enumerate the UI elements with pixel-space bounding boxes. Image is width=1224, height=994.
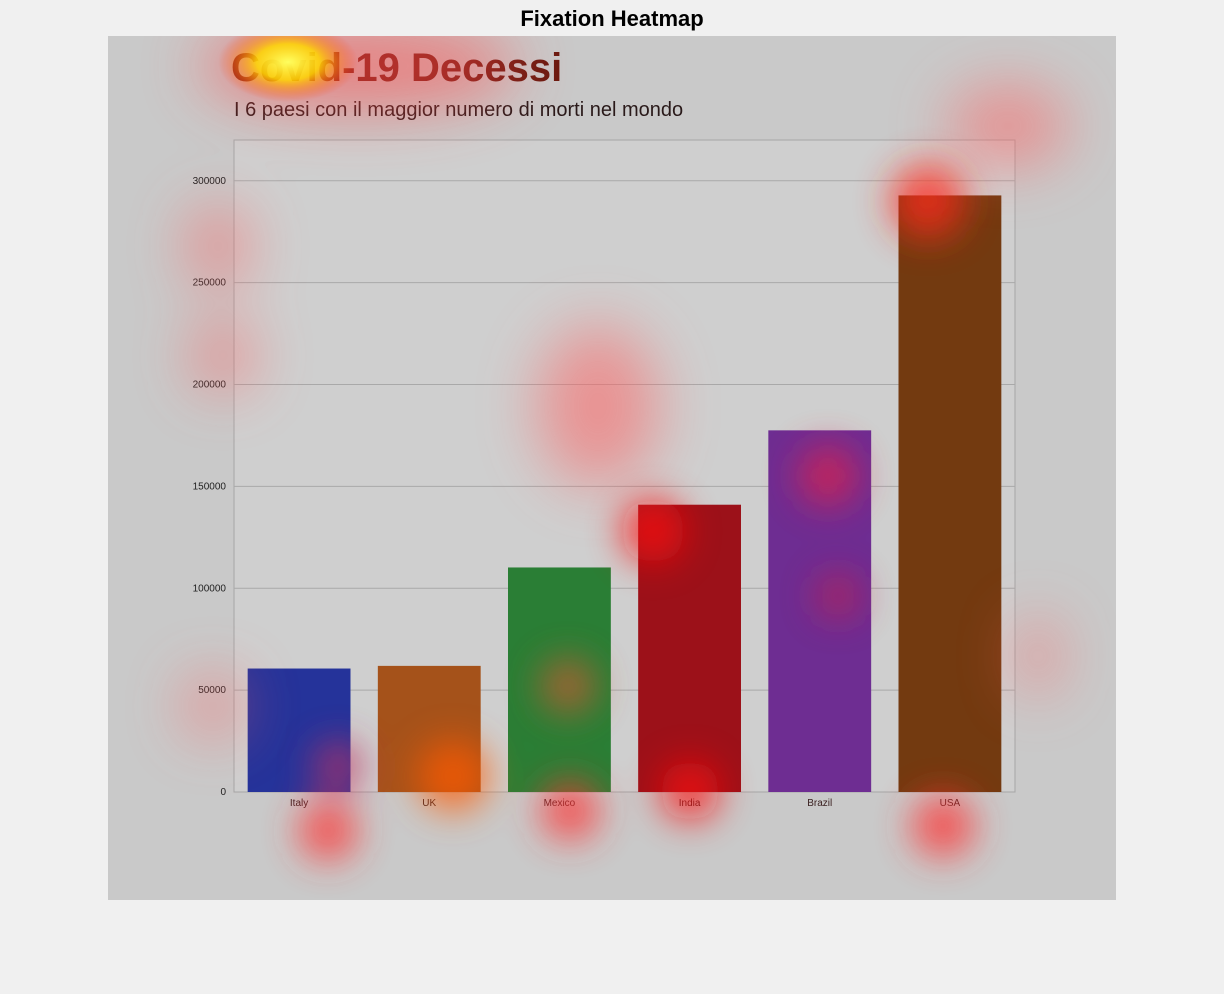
y-tick-label: 250000 <box>193 278 227 289</box>
bar-usa <box>898 195 1002 793</box>
y-tick-label: 100000 <box>193 583 227 594</box>
x-tick-label: UK <box>422 798 436 809</box>
y-tick-label: 0 <box>220 787 226 798</box>
y-tick-label: 150000 <box>193 481 227 492</box>
x-tick-label: Brazil <box>807 798 832 809</box>
y-tick-label: 200000 <box>193 380 227 391</box>
heatmap-panel: Covid-19 Decessi I 6 paesi con il maggio… <box>108 36 1116 900</box>
bar-mexico <box>508 567 611 792</box>
bar-chart: 0 50000 100000 150000 200000 250000 300000 Ital… <box>193 139 1016 809</box>
bar-italy <box>247 668 351 792</box>
plot-area <box>233 139 1016 793</box>
x-tick-label: India <box>679 798 701 809</box>
bar-uk <box>377 665 481 792</box>
y-tick-label: 300000 <box>193 176 227 187</box>
bar-india <box>638 504 741 792</box>
y-tick-label: 50000 <box>198 685 226 696</box>
x-tick-label: Italy <box>290 798 308 809</box>
x-tick-label: Mexico <box>544 798 576 809</box>
bar-brazil <box>768 430 872 792</box>
x-tick-label: USA <box>940 798 961 809</box>
figure-title: Fixation Heatmap <box>520 6 704 31</box>
